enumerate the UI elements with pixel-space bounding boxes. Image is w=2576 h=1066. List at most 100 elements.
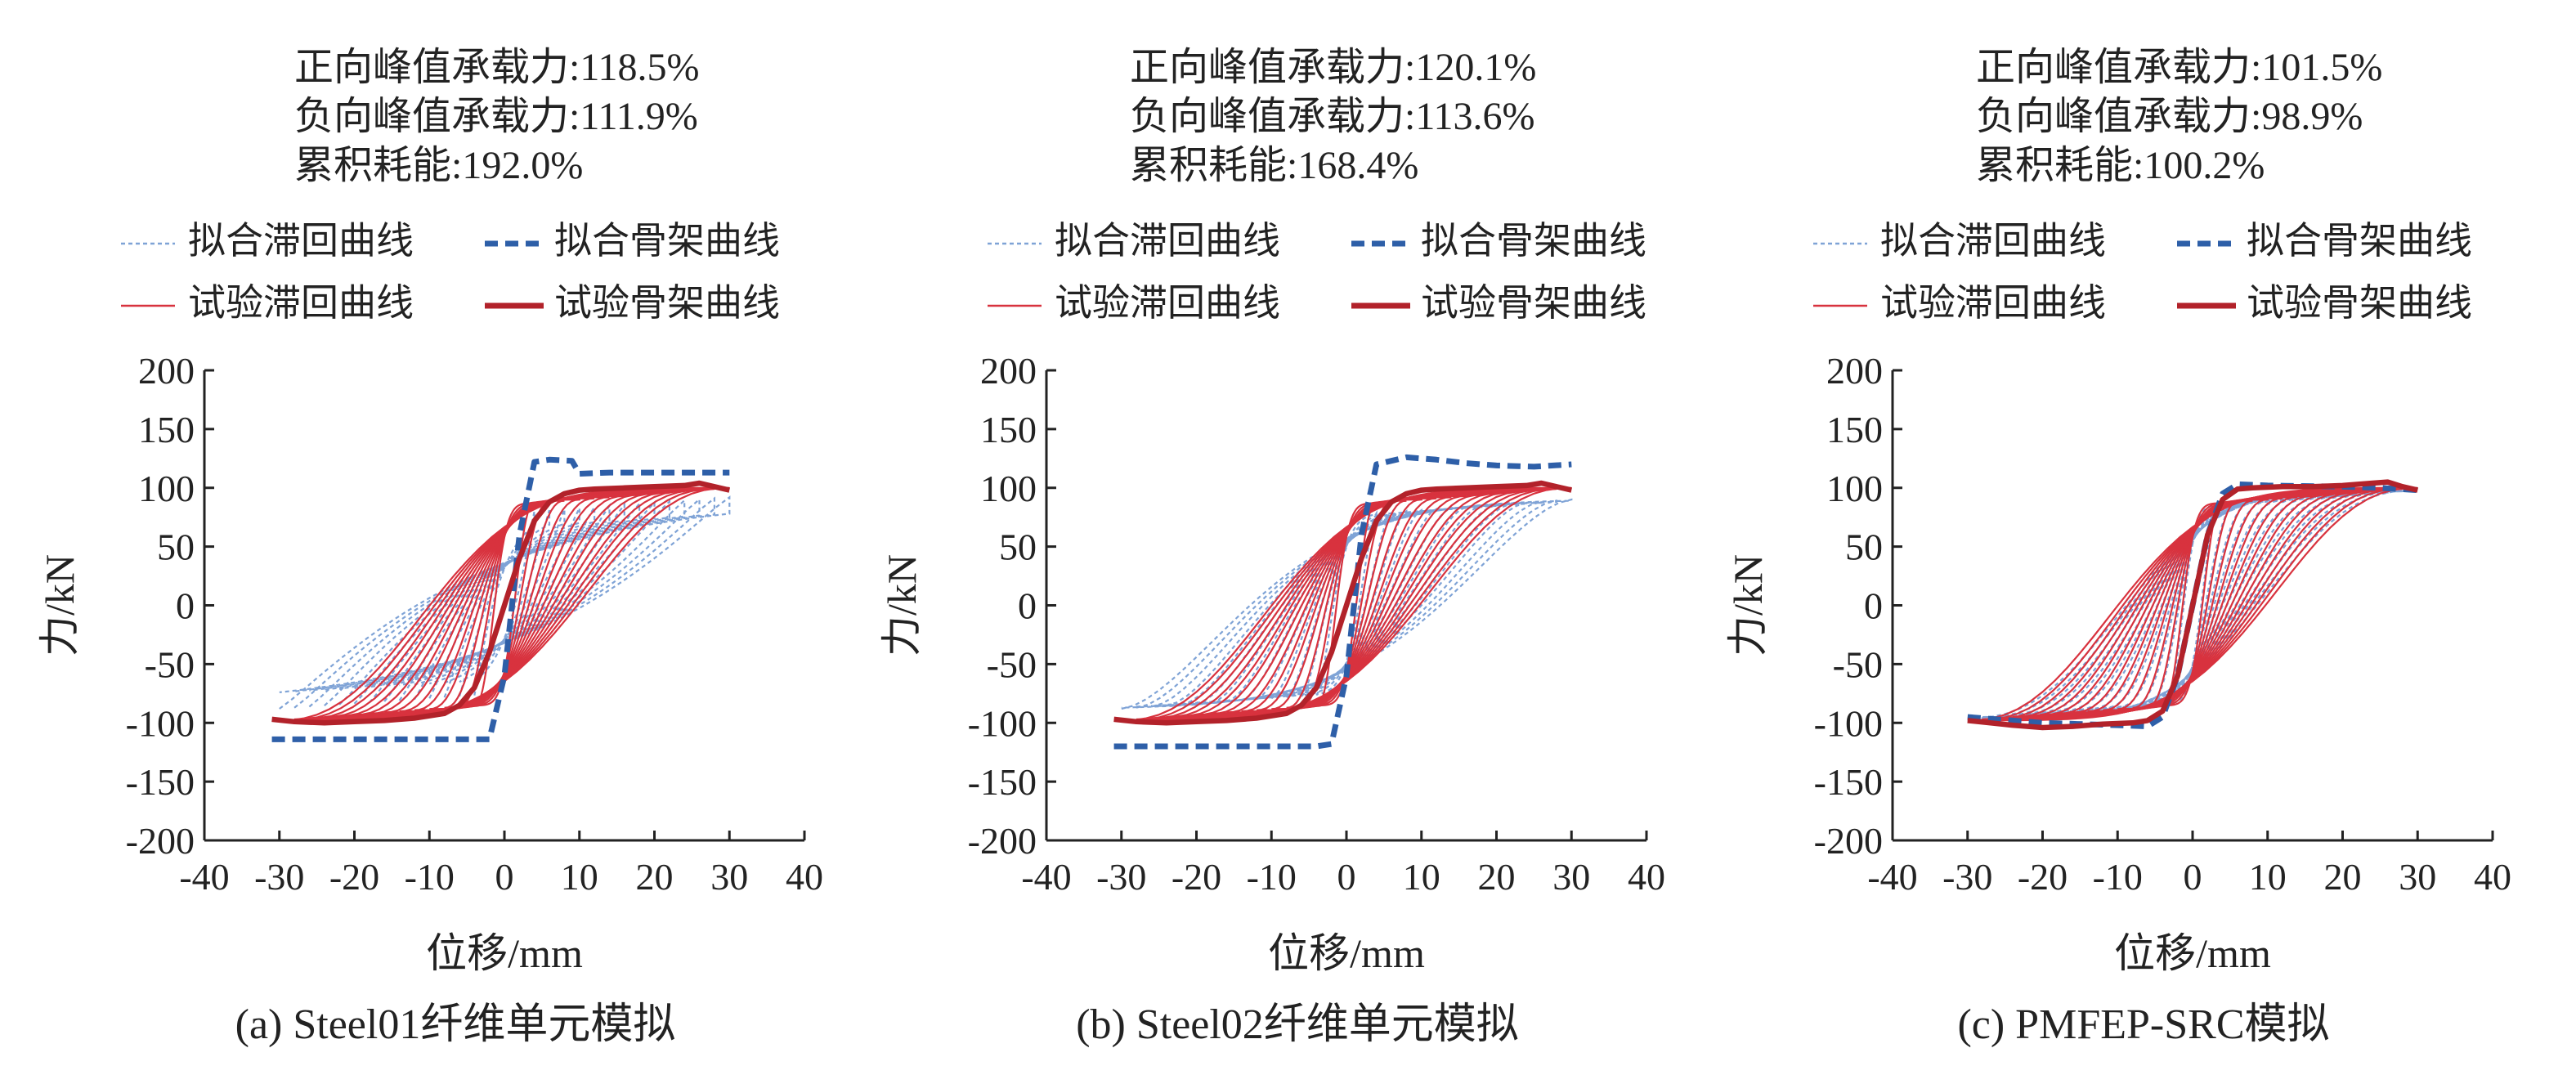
fit-hysteresis-loop: [2057, 496, 2328, 713]
legend-label-test-skeleton: 试验骨架曲线: [1421, 282, 1646, 324]
plot-area: [1967, 479, 2419, 731]
panel-b: 正向峰值承载力:120.1%负向峰值承载力:113.6%累积耗能:168.4%拟…: [879, 46, 1665, 1048]
y-tick-label: 150: [980, 409, 1037, 450]
x-tick-label: -40: [1867, 856, 1917, 898]
legend-label-fit-hysteresis: 拟合滞回曲线: [188, 220, 414, 262]
annotation-line: 负向峰值承载力:98.9%: [1976, 95, 2363, 138]
legend-label-fit-hysteresis: 拟合滞回曲线: [1055, 220, 1280, 262]
x-tick-label: 10: [561, 856, 598, 898]
legend-label-test-hysteresis: 试验滞回曲线: [1055, 282, 1280, 324]
fit-hysteresis-loop: [1315, 509, 1378, 696]
y-tick-label: -100: [1814, 702, 1883, 744]
annotation-line: 累积耗能:192.0%: [294, 144, 583, 187]
x-tick-label: 10: [2249, 856, 2287, 898]
legend-label-test-skeleton: 试验骨架曲线: [554, 282, 780, 324]
y-tick-label: -150: [1814, 761, 1883, 803]
test-hysteresis-loop: [1286, 499, 1407, 709]
x-tick-label: -40: [179, 856, 229, 898]
fit-hysteresis-loop: [383, 502, 625, 702]
annotation-line: 正向峰值承载力:120.1%: [1130, 46, 1536, 89]
x-tick-label: -40: [1021, 856, 1071, 898]
fit-hysteresis-loop: [279, 495, 731, 710]
x-tick-label: -10: [405, 856, 455, 898]
x-axis-label: 位移/mm: [426, 930, 583, 976]
legend-label-fit-skeleton: 拟合骨架曲线: [1421, 220, 1646, 262]
x-tick-label: -30: [1942, 856, 1992, 898]
fit-hysteresis-loop: [1121, 498, 1573, 710]
x-tick-label: -20: [2018, 856, 2068, 898]
panel-caption: (b) Steel02纤维单元模拟: [1076, 1001, 1519, 1048]
y-tick-label: -100: [968, 702, 1037, 744]
test-skeleton-line: [1113, 480, 1573, 726]
test-hysteresis-loop: [444, 499, 565, 709]
legend-label-test-hysteresis: 试验滞回曲线: [1880, 282, 2106, 324]
y-axis-label: 力/kN: [879, 554, 925, 656]
y-tick-label: 200: [138, 350, 195, 392]
x-tick-label: -30: [1096, 856, 1146, 898]
annotation-line: 正向峰值承载力:101.5%: [1976, 46, 2382, 89]
x-tick-label: -30: [254, 856, 304, 898]
y-tick-label: -100: [126, 702, 195, 744]
x-tick-label: 40: [2474, 856, 2511, 898]
y-tick-label: -50: [1833, 643, 1883, 685]
fit-skeleton-line: [271, 456, 730, 742]
annotation-line: 负向峰值承载力:113.6%: [1130, 95, 1535, 138]
y-tick-label: 200: [1826, 350, 1883, 392]
y-tick-label: -150: [126, 761, 195, 803]
y-tick-label: 50: [999, 526, 1037, 568]
test-hysteresis-loop: [2132, 499, 2253, 709]
test-hysteresis-loop: [1256, 497, 1437, 711]
y-axis-label: 力/kN: [1725, 554, 1771, 656]
y-tick-label: 0: [176, 585, 195, 627]
fit-skeleton-line: [1113, 454, 1572, 750]
plot-area: [271, 456, 731, 742]
y-tick-label: 100: [980, 468, 1037, 509]
y-tick-label: -200: [968, 820, 1037, 862]
y-tick-label: 50: [1845, 526, 1883, 568]
x-tick-label: 0: [1337, 856, 1356, 898]
y-tick-label: -200: [126, 820, 195, 862]
y-axis-label: 力/kN: [37, 554, 83, 656]
x-tick-label: 30: [710, 856, 748, 898]
legend-label-fit-skeleton: 拟合骨架曲线: [554, 220, 780, 262]
y-tick-label: -150: [968, 761, 1037, 803]
test-skeleton-line: [1967, 479, 2419, 731]
y-tick-label: -200: [1814, 820, 1883, 862]
y-tick-label: 0: [1864, 585, 1883, 627]
fit-hysteresis-loop: [1967, 489, 2419, 719]
fit-hysteresis-loop: [413, 504, 596, 701]
x-axis-label: 位移/mm: [1268, 930, 1425, 976]
panel-a: 正向峰值承载力:118.5% 负向峰值承载力:111.9% 累积耗能:192.0% 拟…: [37, 46, 823, 1048]
fit-hysteresis-loop: [428, 508, 580, 699]
fit-hysteresis-loop: [1136, 499, 1557, 709]
x-tick-label: -20: [329, 856, 379, 898]
test-hysteresis-loop: [414, 497, 595, 711]
y-tick-label: -50: [987, 643, 1037, 685]
x-tick-label: 20: [636, 856, 674, 898]
y-tick-label: 150: [138, 409, 195, 450]
x-tick-label: 0: [2184, 856, 2202, 898]
test-skeleton-line: [271, 480, 731, 726]
fit-hysteresis-loop: [458, 509, 551, 697]
fit-hysteresis-loop: [353, 500, 656, 705]
x-tick-label: 10: [1403, 856, 1440, 898]
test-hysteresis-loop: [429, 498, 580, 710]
x-tick-label: 20: [2324, 856, 2362, 898]
y-tick-label: 100: [1826, 468, 1883, 509]
x-tick-label: 0: [495, 856, 514, 898]
x-tick-label: -20: [1172, 856, 1221, 898]
y-tick-label: 50: [157, 526, 195, 568]
annotation-line: 负向峰值承载力:111.9%: [294, 95, 698, 138]
y-tick-label: 0: [1018, 585, 1037, 627]
y-tick-label: 100: [138, 468, 195, 509]
plot-area: [1113, 454, 1573, 750]
legend-label-fit-skeleton: 拟合骨架曲线: [2247, 220, 2472, 262]
y-tick-label: 150: [1826, 409, 1883, 450]
